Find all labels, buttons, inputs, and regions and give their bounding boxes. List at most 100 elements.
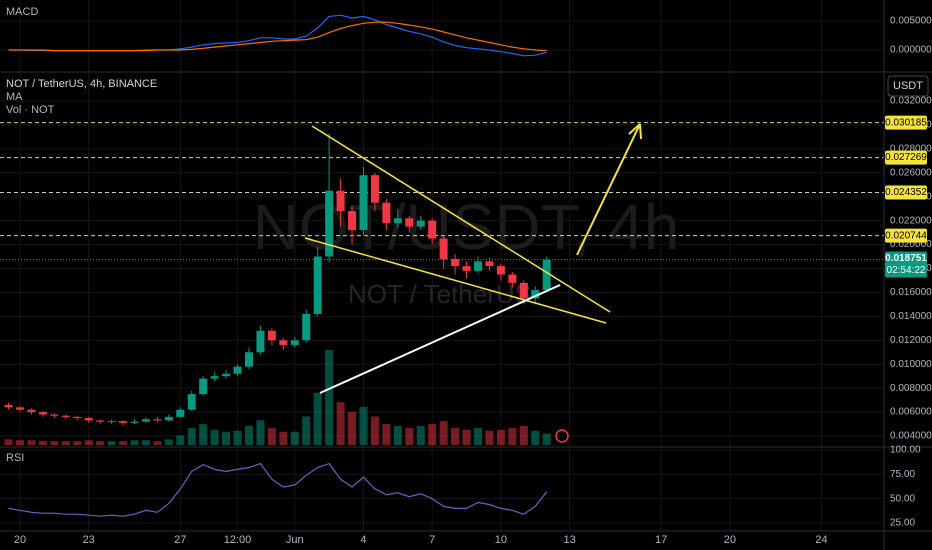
- volume-bar: [256, 420, 265, 445]
- x-tick-label: 17: [655, 534, 667, 546]
- y-tick-label: 0.006000: [890, 407, 932, 418]
- candle-body: [222, 373, 231, 377]
- candle-body: [61, 415, 70, 417]
- y-tick-label: 0.020000: [890, 239, 932, 250]
- volume-bar: [107, 441, 116, 445]
- volume-bar: [164, 439, 173, 445]
- x-tick-label: 4: [360, 534, 366, 546]
- candle-body: [416, 220, 425, 227]
- event-icon: [555, 429, 569, 443]
- candle-body: [336, 190, 345, 212]
- volume-bar: [428, 424, 437, 445]
- drawings: [304, 123, 642, 443]
- volume-bar: [382, 424, 391, 445]
- volume-bar: [4, 439, 13, 445]
- volume-bar: [531, 430, 540, 445]
- y-tick-label: 25.00: [890, 518, 915, 529]
- last-price-box: [885, 251, 927, 278]
- candle-body: [38, 412, 47, 415]
- candle-body: [348, 211, 357, 231]
- candle-body: [50, 414, 59, 416]
- volume-bar: [473, 427, 482, 445]
- x-tick-label: 10: [495, 534, 507, 546]
- y-tick-label: 75.00: [890, 469, 915, 480]
- x-tick-label: 23: [83, 534, 95, 546]
- volume-bar: [519, 426, 528, 445]
- volume-bar: [393, 426, 402, 445]
- candle-body: [496, 266, 505, 275]
- candle-body: [439, 238, 448, 259]
- currency[interactable]: USDT: [893, 80, 923, 92]
- volume-bar: [38, 441, 47, 445]
- candle-body: [393, 218, 402, 224]
- watermark: NOT/USDT, 4h: [253, 191, 680, 263]
- level-label: 0.020744: [885, 230, 927, 241]
- candle-body: [141, 419, 150, 422]
- candle-body: [382, 202, 391, 224]
- y-tick-label: 0.032000: [890, 96, 932, 107]
- indicator-line: [8, 21, 547, 52]
- x-tick-label: 12:00: [224, 534, 252, 546]
- y-tick-label: 0.016000: [890, 287, 932, 298]
- y-tick-label: 0.022000: [890, 215, 932, 226]
- y-tick-label: 0.014000: [890, 311, 932, 322]
- candle-body: [370, 175, 379, 203]
- symbol-title: NOT / TetherUS, 4h, BINANCE: [6, 78, 157, 90]
- candle-body: [199, 378, 208, 395]
- x-tick-label: Jun: [286, 534, 304, 546]
- grid: [0, 0, 884, 531]
- volume-bar: [15, 440, 24, 445]
- last-price-label: 0.018751: [885, 253, 927, 264]
- volume-bar: [405, 427, 414, 445]
- y-tick-label: 0.026000: [890, 167, 932, 178]
- y-tick-label: 0.028000: [890, 143, 932, 154]
- candle-body: [519, 282, 528, 299]
- x-tick-label: 7: [429, 534, 435, 546]
- candle-body: [96, 420, 105, 422]
- volume-bar: [130, 440, 139, 445]
- candle-body: [176, 409, 185, 417]
- volume-bar: [290, 431, 299, 445]
- volume-bar: [141, 440, 150, 445]
- x-tick-label: 13: [563, 534, 575, 546]
- arrow-head: [628, 123, 642, 140]
- volume-bar: [267, 427, 276, 445]
- candle-body: [428, 220, 437, 239]
- x-tick-label: 20: [724, 534, 736, 546]
- x-tick-label: 24: [815, 534, 827, 546]
- volume-bar: [416, 426, 425, 445]
- candle-body: [164, 416, 173, 421]
- level-label-box: [885, 185, 927, 200]
- candle-body: [302, 313, 311, 341]
- candle-body: [107, 421, 116, 423]
- volume-bar: [96, 441, 105, 445]
- candle-body: [119, 421, 128, 423]
- currency-button[interactable]: [887, 75, 929, 97]
- x-tick-label: 20: [14, 534, 26, 546]
- level-label: 0.027269: [885, 152, 927, 163]
- x-tick-label: 27: [174, 534, 186, 546]
- volume-bar: [61, 441, 70, 445]
- volume-bar: [73, 441, 82, 445]
- candle-body: [256, 330, 265, 353]
- volume-bar: [485, 430, 494, 445]
- indicator-line: [8, 462, 548, 517]
- candle-body: [508, 274, 517, 283]
- volume-bar: [359, 407, 368, 445]
- level-label: 0.030185: [885, 117, 927, 128]
- candle-body: [210, 376, 219, 379]
- volume-bar: [233, 430, 242, 445]
- marks: [0, 14, 884, 517]
- candle-body: [244, 352, 253, 367]
- volume-bar: [325, 350, 334, 445]
- candle-body: [15, 407, 24, 410]
- volume-bar: [50, 441, 59, 445]
- candle-body: [359, 175, 368, 231]
- volume-bar: [199, 424, 208, 445]
- candle-body: [542, 259, 551, 291]
- candle-body: [325, 190, 334, 257]
- y-tick-label: 0.012000: [890, 335, 932, 346]
- y-tick-label: 0.004000: [890, 431, 932, 442]
- y-tick-label: 100.00: [890, 445, 921, 456]
